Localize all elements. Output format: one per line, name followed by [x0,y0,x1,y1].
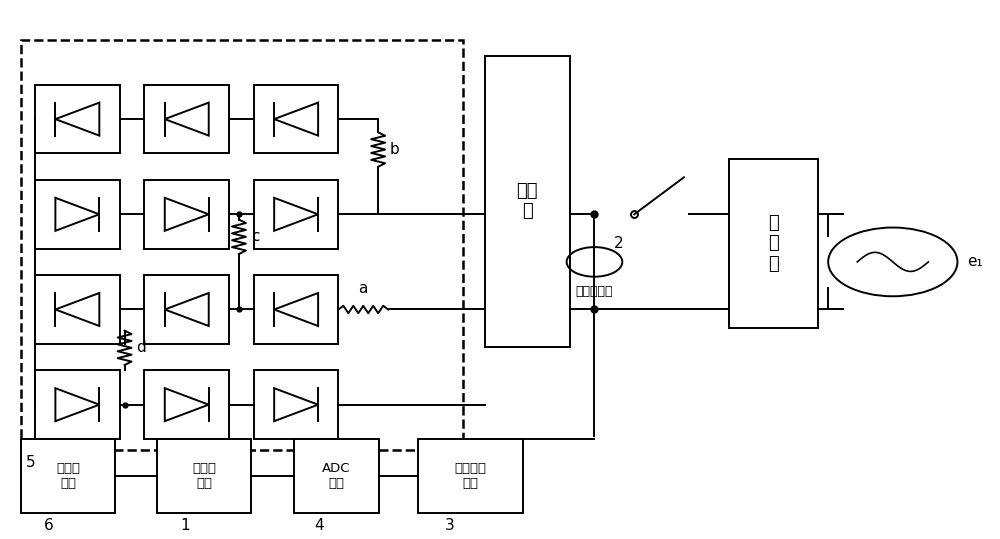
Text: c: c [251,229,259,244]
Text: d: d [137,340,146,355]
Bar [418,439,523,513]
Text: a: a [359,281,368,296]
Text: 电流互感器: 电流互感器 [576,285,613,298]
Text: 汇流
筱: 汇流 筱 [517,182,538,220]
Text: b: b [390,142,400,157]
Bar [144,180,229,248]
Text: 5: 5 [26,455,35,470]
Bar [144,85,229,154]
Text: 故障报
警器: 故障报 警器 [56,462,80,490]
Bar [729,159,818,328]
Text: ADC
采样: ADC 采样 [322,462,351,490]
Bar [254,275,338,344]
Bar [35,85,120,154]
Bar [21,439,115,513]
Text: e₁: e₁ [967,254,983,270]
Text: 逃
变
器: 逃 变 器 [768,213,779,273]
Text: 硬件滤波
电路: 硬件滤波 电路 [455,462,487,490]
Bar [144,275,229,344]
Bar [35,370,120,439]
Bar [35,180,120,248]
Bar [294,439,379,513]
Text: 2: 2 [614,236,624,251]
Bar [157,439,251,513]
Bar [21,40,463,450]
Text: 6: 6 [44,519,54,534]
Text: 数字处
理器: 数字处 理器 [192,462,216,490]
Bar [35,275,120,344]
Text: 1: 1 [180,519,190,534]
Bar [485,56,570,347]
Bar [254,85,338,154]
Bar [254,370,338,439]
Text: 4: 4 [315,519,324,534]
Bar [144,370,229,439]
Text: 3: 3 [445,519,455,534]
Bar [254,180,338,248]
